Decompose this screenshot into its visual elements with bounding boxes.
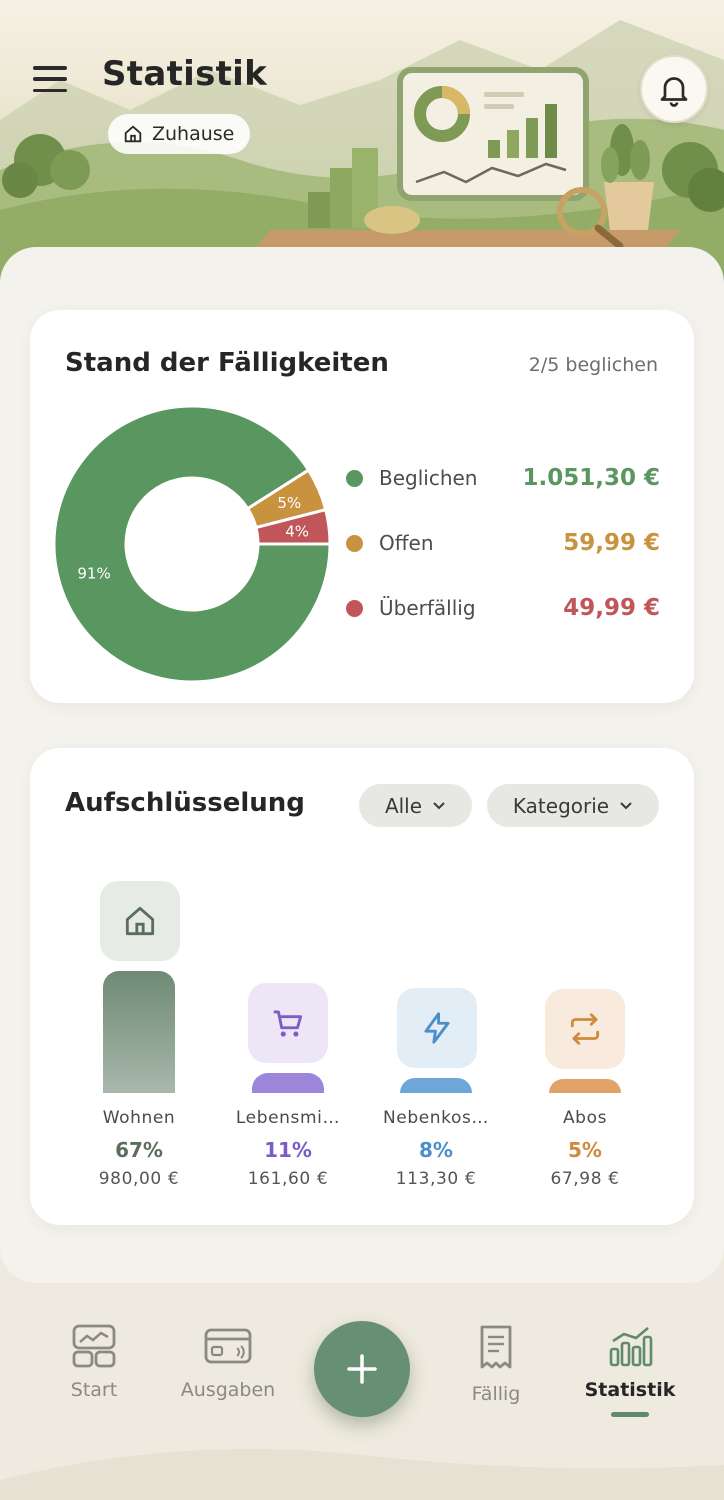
chevron-down-icon — [620, 801, 632, 809]
legend-dot-overdue — [346, 599, 363, 617]
home-icon — [125, 906, 155, 936]
card-icon — [204, 1328, 252, 1364]
legend-label-settled: Beglichen — [379, 466, 478, 490]
filter-all-dropdown[interactable]: Alle — [359, 784, 472, 827]
category-icon-box — [545, 989, 625, 1069]
dashboard-icon — [72, 1324, 116, 1368]
nav-wave-decoration — [0, 1448, 724, 1500]
category-column-nebenkosten[interactable]: Nebenkos… 8% 113,30 € — [362, 748, 510, 1225]
donut-slice-label: 4% — [285, 523, 309, 541]
legend-dot-open — [346, 534, 363, 552]
legend-label-open: Offen — [379, 531, 434, 555]
home-icon — [124, 125, 142, 143]
donut-slice-label: 5% — [277, 494, 301, 512]
donut-slice — [52, 404, 332, 684]
nav-item-faellig[interactable]: Fällig — [431, 1323, 561, 1405]
dues-settled-count: 2/5 beglichen — [528, 354, 658, 376]
hamburger-icon-line — [33, 66, 67, 70]
legend-amount-overdue: 49,99 € — [563, 595, 660, 621]
category-name: Lebensmi… — [235, 1108, 341, 1128]
nav-item-start[interactable]: Start — [29, 1323, 159, 1401]
category-icon-box — [248, 982, 328, 1063]
bolt-icon — [424, 1012, 450, 1045]
legend-row-open: Offen 59,99 € — [346, 523, 660, 563]
hamburger-icon-line — [33, 77, 67, 81]
filter-all-label: Alle — [384, 793, 423, 818]
nav-item-statistik[interactable]: Statistik — [565, 1323, 695, 1401]
breakdown-card: Aufschlüsselung Alle Kategorie Wohnen 67… — [30, 748, 694, 1225]
nav-label-statistik: Statistik — [584, 1379, 676, 1401]
category-amount: 161,60 € — [247, 1169, 329, 1189]
legend-row-settled: Beglichen 1.051,30 € — [346, 458, 660, 498]
legend-amount-settled: 1.051,30 € — [522, 465, 660, 491]
category-bar-abos — [549, 1079, 621, 1093]
category-bar-nebenkosten — [400, 1078, 472, 1093]
category-name: Abos — [562, 1108, 608, 1128]
notifications-button[interactable] — [640, 55, 708, 123]
donut-slice — [254, 507, 332, 546]
chevron-down-icon — [433, 801, 445, 809]
nav-label-start: Start — [70, 1379, 118, 1401]
repeat-icon — [570, 1013, 600, 1045]
bell-icon — [660, 77, 688, 107]
category-amount: 980,00 € — [98, 1169, 180, 1189]
donut-slice-label: 91% — [77, 564, 110, 582]
plus-icon — [347, 1354, 377, 1384]
category-bar-wohnen — [103, 971, 175, 1093]
breakdown-card-title: Aufschlüsselung — [65, 788, 305, 818]
household-chip[interactable]: Zuhause — [108, 114, 251, 154]
legend-amount-open: 59,99 € — [563, 530, 660, 556]
menu-button[interactable] — [30, 62, 70, 96]
dues-donut-chart: 91% 5% 4% — [52, 404, 332, 684]
nav-label-faellig: Fällig — [471, 1383, 521, 1405]
active-tab-indicator — [611, 1412, 649, 1417]
receipt-icon — [480, 1325, 512, 1369]
category-icon-box — [100, 881, 180, 961]
household-label: Zuhause — [152, 123, 235, 145]
category-percent: 67% — [115, 1138, 163, 1162]
category-name: Nebenkos… — [382, 1108, 490, 1128]
legend-label-overdue: Überfällig — [379, 596, 476, 620]
filter-group-dropdown[interactable]: Kategorie — [487, 784, 659, 827]
legend-row-overdue: Überfällig 49,99 € — [346, 588, 660, 628]
filter-group-label: Kategorie — [512, 793, 610, 818]
category-amount: 113,30 € — [395, 1169, 477, 1189]
category-column-abos[interactable]: Abos 5% 67,98 € — [511, 748, 659, 1225]
hamburger-icon-line — [33, 88, 67, 92]
category-column-wohnen[interactable]: Wohnen 67% 980,00 € — [65, 748, 213, 1225]
nav-item-ausgaben[interactable]: Ausgaben — [163, 1323, 293, 1401]
nav-label-ausgaben: Ausgaben — [180, 1379, 276, 1401]
legend-dot-settled — [346, 469, 363, 487]
category-icon-box — [397, 988, 477, 1069]
category-name: Wohnen — [102, 1108, 176, 1128]
category-percent: 11% — [264, 1138, 312, 1162]
dues-card-title: Stand der Fälligkeiten — [65, 348, 389, 378]
dues-status-card: Stand der Fälligkeiten 2/5 beglichen 91%… — [30, 310, 694, 703]
bottom-navigation: Start Ausgaben Fällig — [0, 1283, 724, 1500]
chart-icon — [609, 1327, 653, 1367]
category-percent: 5% — [568, 1138, 602, 1162]
cart-icon — [273, 1010, 303, 1037]
category-bar-lebensmittel — [252, 1072, 324, 1093]
category-column-lebensmittel[interactable]: Lebensmi… 11% 161,60 € — [214, 748, 362, 1225]
category-percent: 8% — [419, 1138, 453, 1162]
page-title: Statistik — [102, 54, 268, 94]
add-button[interactable] — [314, 1321, 410, 1417]
category-amount: 67,98 € — [550, 1169, 620, 1189]
